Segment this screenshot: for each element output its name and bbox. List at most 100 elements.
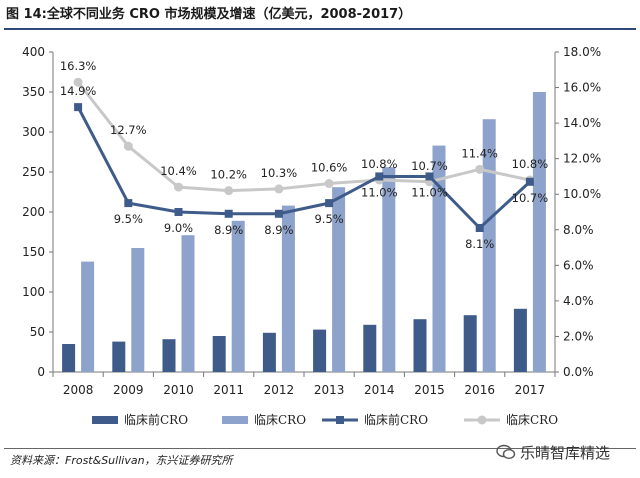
y-tick-label-right: 6.0% bbox=[563, 258, 594, 272]
y-tick-label-right: 12.0% bbox=[563, 152, 601, 166]
watermark-text: 乐晴智库精选 bbox=[520, 444, 611, 462]
data-label: 11.0% bbox=[361, 185, 398, 199]
line-point bbox=[174, 182, 183, 192]
data-label: 8.9% bbox=[264, 223, 293, 237]
bar bbox=[432, 145, 446, 372]
y-tick-label-left: 350 bbox=[22, 85, 45, 99]
x-tick-label: 2016 bbox=[464, 383, 495, 397]
line-point bbox=[274, 209, 283, 218]
line-point bbox=[174, 208, 183, 216]
series-line bbox=[76, 106, 531, 230]
watermark: 乐晴智库精选 bbox=[496, 442, 610, 463]
combo-chart: 0 50 100 150 200 250 300 350 400 0.0% 2.0% 4.0% 6.0%… bbox=[22, 45, 601, 427]
bar-series bbox=[62, 92, 546, 372]
x-tick-label: 2010 bbox=[163, 383, 194, 397]
bar bbox=[313, 329, 327, 372]
y-tick-label-right: 14.0% bbox=[563, 116, 601, 130]
chart-title: 图 14:全球不同业务 CRO 市场规模及增速（亿美元，2008-2017） bbox=[6, 7, 412, 22]
line-point bbox=[224, 209, 233, 218]
data-label: 9.0% bbox=[164, 221, 193, 235]
x-tick-label: 2014 bbox=[364, 383, 395, 397]
y-tick-label-left: 400 bbox=[22, 45, 45, 59]
data-label: 8.1% bbox=[465, 237, 494, 251]
line-point bbox=[274, 184, 284, 194]
legend-swatch bbox=[222, 416, 248, 424]
bar bbox=[363, 324, 377, 372]
line-series bbox=[73, 77, 535, 232]
bar bbox=[463, 315, 477, 372]
data-label: 12.7% bbox=[110, 123, 147, 137]
bar bbox=[382, 167, 396, 372]
data-label: 11.0% bbox=[411, 185, 448, 199]
bar bbox=[281, 205, 295, 372]
y-tick-label-right: 10.0% bbox=[563, 187, 601, 201]
legend-label: 临床CRO bbox=[254, 413, 306, 427]
y-tick-label-right: 16.0% bbox=[563, 81, 601, 95]
title-underline bbox=[4, 28, 636, 30]
legend-label: 临床前CRO bbox=[124, 412, 188, 427]
x-tick-label: 2015 bbox=[414, 383, 445, 397]
data-label: 10.3% bbox=[261, 166, 298, 180]
x-tick-label: 2008 bbox=[63, 383, 94, 397]
chart-axes: 0 50 100 150 200 250 300 350 400 0.0% 2.0% 4.0% 6.0%… bbox=[22, 45, 601, 397]
line-point bbox=[73, 77, 83, 87]
line-point bbox=[324, 179, 334, 189]
x-tick-label: 2012 bbox=[264, 383, 295, 397]
y-tick-label-left: 0 bbox=[37, 365, 45, 379]
line-point bbox=[123, 141, 133, 151]
y-tick-label-left: 150 bbox=[22, 245, 45, 259]
data-label: 16.3% bbox=[60, 59, 97, 73]
x-tick-label: 2011 bbox=[213, 383, 244, 397]
y-tick-label-right: 4.0% bbox=[563, 294, 594, 308]
line-point bbox=[475, 224, 484, 232]
source-note: 资料来源：Frost&Sullivan，东兴证券研究所 bbox=[10, 454, 233, 467]
bar bbox=[212, 336, 226, 372]
data-labels: 14.9% 9.5% 9.0% 8.9% 8.9% 9.5% 11.0% 11.0% 8.1% 1… bbox=[60, 59, 548, 251]
legend-marker bbox=[336, 416, 344, 424]
bar bbox=[532, 92, 546, 372]
bar bbox=[513, 308, 527, 372]
footer-rule bbox=[4, 448, 636, 449]
legend-label: 临床CRO bbox=[506, 413, 558, 427]
bar bbox=[413, 319, 427, 372]
data-label: 14.9% bbox=[60, 84, 97, 98]
x-tick-label: 2009 bbox=[113, 383, 144, 397]
bar bbox=[162, 339, 176, 372]
y-tick-label-left: 200 bbox=[22, 205, 45, 219]
bar bbox=[181, 235, 195, 372]
bar bbox=[112, 341, 126, 372]
line-point bbox=[375, 172, 384, 181]
bar bbox=[262, 332, 276, 372]
data-label: 10.8% bbox=[361, 157, 398, 171]
y-tick-label-left: 100 bbox=[22, 285, 45, 299]
bar bbox=[332, 187, 346, 372]
line-point bbox=[124, 199, 133, 208]
y-tick-label-right: 0.0% bbox=[563, 365, 594, 379]
legend-marker bbox=[477, 415, 487, 425]
data-label: 10.8% bbox=[512, 157, 549, 171]
y-tick-label-left: 300 bbox=[22, 125, 45, 139]
bar bbox=[62, 344, 76, 372]
data-label: 9.5% bbox=[114, 212, 143, 226]
y-tick-label-left: 250 bbox=[22, 165, 45, 179]
wechat-icon bbox=[496, 444, 516, 460]
series-line bbox=[76, 81, 531, 193]
data-label: 10.4% bbox=[160, 164, 197, 178]
line-point bbox=[325, 199, 334, 208]
data-label: 10.2% bbox=[210, 168, 247, 182]
line-point bbox=[74, 103, 83, 112]
y-tick-label-right: 8.0% bbox=[563, 223, 594, 237]
y-tick-label-right: 18.0% bbox=[563, 45, 601, 59]
data-label: 10.7% bbox=[512, 191, 549, 205]
y-tick-label-left: 50 bbox=[30, 325, 45, 339]
legend: 临床前CRO 临床CRO 临床前CRO 临床CRO bbox=[92, 412, 558, 427]
y-tick-label-right: 2.0% bbox=[563, 329, 594, 343]
line-point bbox=[525, 177, 534, 186]
data-label: 9.5% bbox=[314, 212, 343, 226]
bar bbox=[231, 220, 245, 372]
bar bbox=[131, 248, 145, 372]
line-point bbox=[475, 164, 485, 174]
line-point bbox=[224, 186, 234, 196]
x-tick-label: 2017 bbox=[515, 383, 546, 397]
bar bbox=[482, 119, 496, 372]
